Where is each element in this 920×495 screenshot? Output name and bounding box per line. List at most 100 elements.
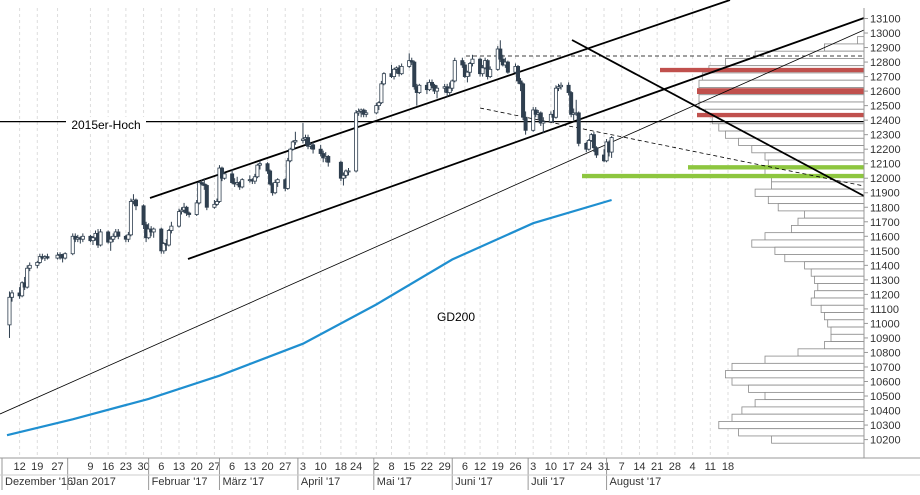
price-zones: [582, 67, 864, 179]
candle-body-up: [559, 84, 564, 88]
x-tick-label: 26: [509, 461, 521, 473]
x-tick-label: 7: [619, 461, 625, 473]
y-tick-label: 11700: [870, 217, 900, 229]
candle-body-up: [452, 60, 457, 82]
candle-body-up: [290, 141, 295, 150]
x-tick-label: 19: [31, 461, 43, 473]
candle-body-up: [374, 105, 379, 114]
x-tick-label: 13: [244, 461, 256, 473]
candle-body-up: [273, 182, 278, 194]
candle-body-up: [275, 179, 280, 183]
x-tick-label: 6: [229, 461, 235, 473]
candle-body-down: [338, 161, 343, 179]
candle-body-down: [116, 231, 121, 237]
month-label: März '17: [222, 476, 264, 488]
volume-profile-bar: [814, 275, 865, 284]
candle-body-up: [128, 201, 133, 236]
downtrend-line: [571, 39, 865, 197]
y-tick-label: 12600: [870, 86, 901, 98]
month-label: Juli '17: [531, 476, 565, 488]
candle-body-up: [288, 148, 293, 162]
volume-profile-bar: [771, 435, 865, 444]
volume-profile-bar: [857, 36, 865, 45]
x-tick-label: 8: [388, 461, 394, 473]
label-background: [66, 117, 146, 133]
month-label: Mai '17: [377, 476, 412, 488]
candle-body-down: [141, 205, 146, 226]
candle-body-up: [7, 296, 12, 326]
candle-body-down: [311, 144, 316, 150]
candle-body-up: [111, 235, 116, 240]
candle-body-down: [219, 167, 224, 179]
candle-body-up: [556, 86, 561, 89]
y-tick-label: 10500: [870, 391, 901, 403]
x-tick-label: 3: [530, 461, 536, 473]
x-tick-label: 24: [580, 461, 592, 473]
volume-profile-bar: [810, 297, 865, 306]
support-zone: [582, 173, 864, 179]
y-tick-label: 10400: [870, 406, 901, 418]
volume-profile-bar: [764, 232, 865, 241]
candle-body-up: [214, 201, 219, 205]
candle-body-down: [326, 156, 331, 163]
candle-body-up: [341, 174, 346, 179]
candle-body-down: [478, 58, 483, 75]
volume-profile-bar: [797, 348, 865, 357]
horizontal-line-label: 2015er-Hoch: [71, 118, 140, 132]
gd200-label: GD200: [437, 310, 475, 324]
candle-body-down: [460, 60, 465, 66]
x-tick-label: 27: [208, 461, 220, 473]
y-tick-label: 12800: [870, 57, 901, 69]
x-tick-label: 30: [137, 461, 149, 473]
candle-body-up: [20, 282, 25, 297]
x-tick-label: 10: [315, 461, 327, 473]
dashed-lower-line: [479, 107, 865, 187]
candle-body-up: [381, 73, 386, 85]
x-tick-label: 22: [421, 461, 433, 473]
gd200-line-group: [6, 198, 612, 437]
volume-profile-bar: [711, 116, 865, 125]
candle-body-down: [516, 66, 521, 82]
volume-profile-bar: [817, 283, 865, 292]
x-tick-label: 13: [173, 461, 185, 473]
month-label: Juni '17: [455, 476, 493, 488]
x-tick-label: 15: [403, 461, 415, 473]
x-tick-label: 18: [335, 461, 347, 473]
candle-body-up: [553, 87, 558, 118]
candle-body-down: [566, 84, 571, 93]
trendlines: [0, 0, 865, 415]
y-tick-label: 11600: [870, 231, 900, 243]
volume-profile-bar: [741, 406, 865, 415]
candle-body-down: [159, 228, 164, 252]
volume-profile-bar: [698, 101, 865, 110]
volume-profile-bar: [698, 94, 865, 103]
candle-body-down: [409, 60, 414, 63]
x-tick-label: 21: [651, 461, 663, 473]
x-tick-label: 28: [669, 461, 681, 473]
resistance-zone: [660, 67, 864, 73]
candle-body-up: [55, 254, 60, 259]
x-tick-label: 12: [474, 461, 486, 473]
candle-body-down: [521, 83, 526, 118]
volume-profile-bar: [731, 377, 865, 386]
x-tick-label: 14: [633, 461, 645, 473]
candle-body-down: [204, 185, 209, 208]
candle-body-up: [240, 179, 245, 188]
month-label: April '17: [301, 476, 340, 488]
candle-body-up: [399, 66, 404, 75]
volume-profile-bar: [804, 261, 865, 270]
candle-body-up: [364, 112, 369, 115]
y-tick-label: 11500: [870, 246, 900, 258]
volume-profile-bar: [701, 72, 865, 81]
candle-body-up: [531, 109, 536, 131]
candle-body-up: [176, 211, 181, 227]
candle-body-down: [594, 147, 599, 156]
x-tick-label: 2: [373, 461, 379, 473]
candle-body-up: [194, 202, 199, 215]
x-tick-label: 10: [545, 461, 557, 473]
candle-body-down: [306, 137, 311, 147]
support-zone: [688, 165, 864, 170]
candle-body-up: [108, 238, 113, 243]
x-tick-label: 20: [261, 461, 273, 473]
